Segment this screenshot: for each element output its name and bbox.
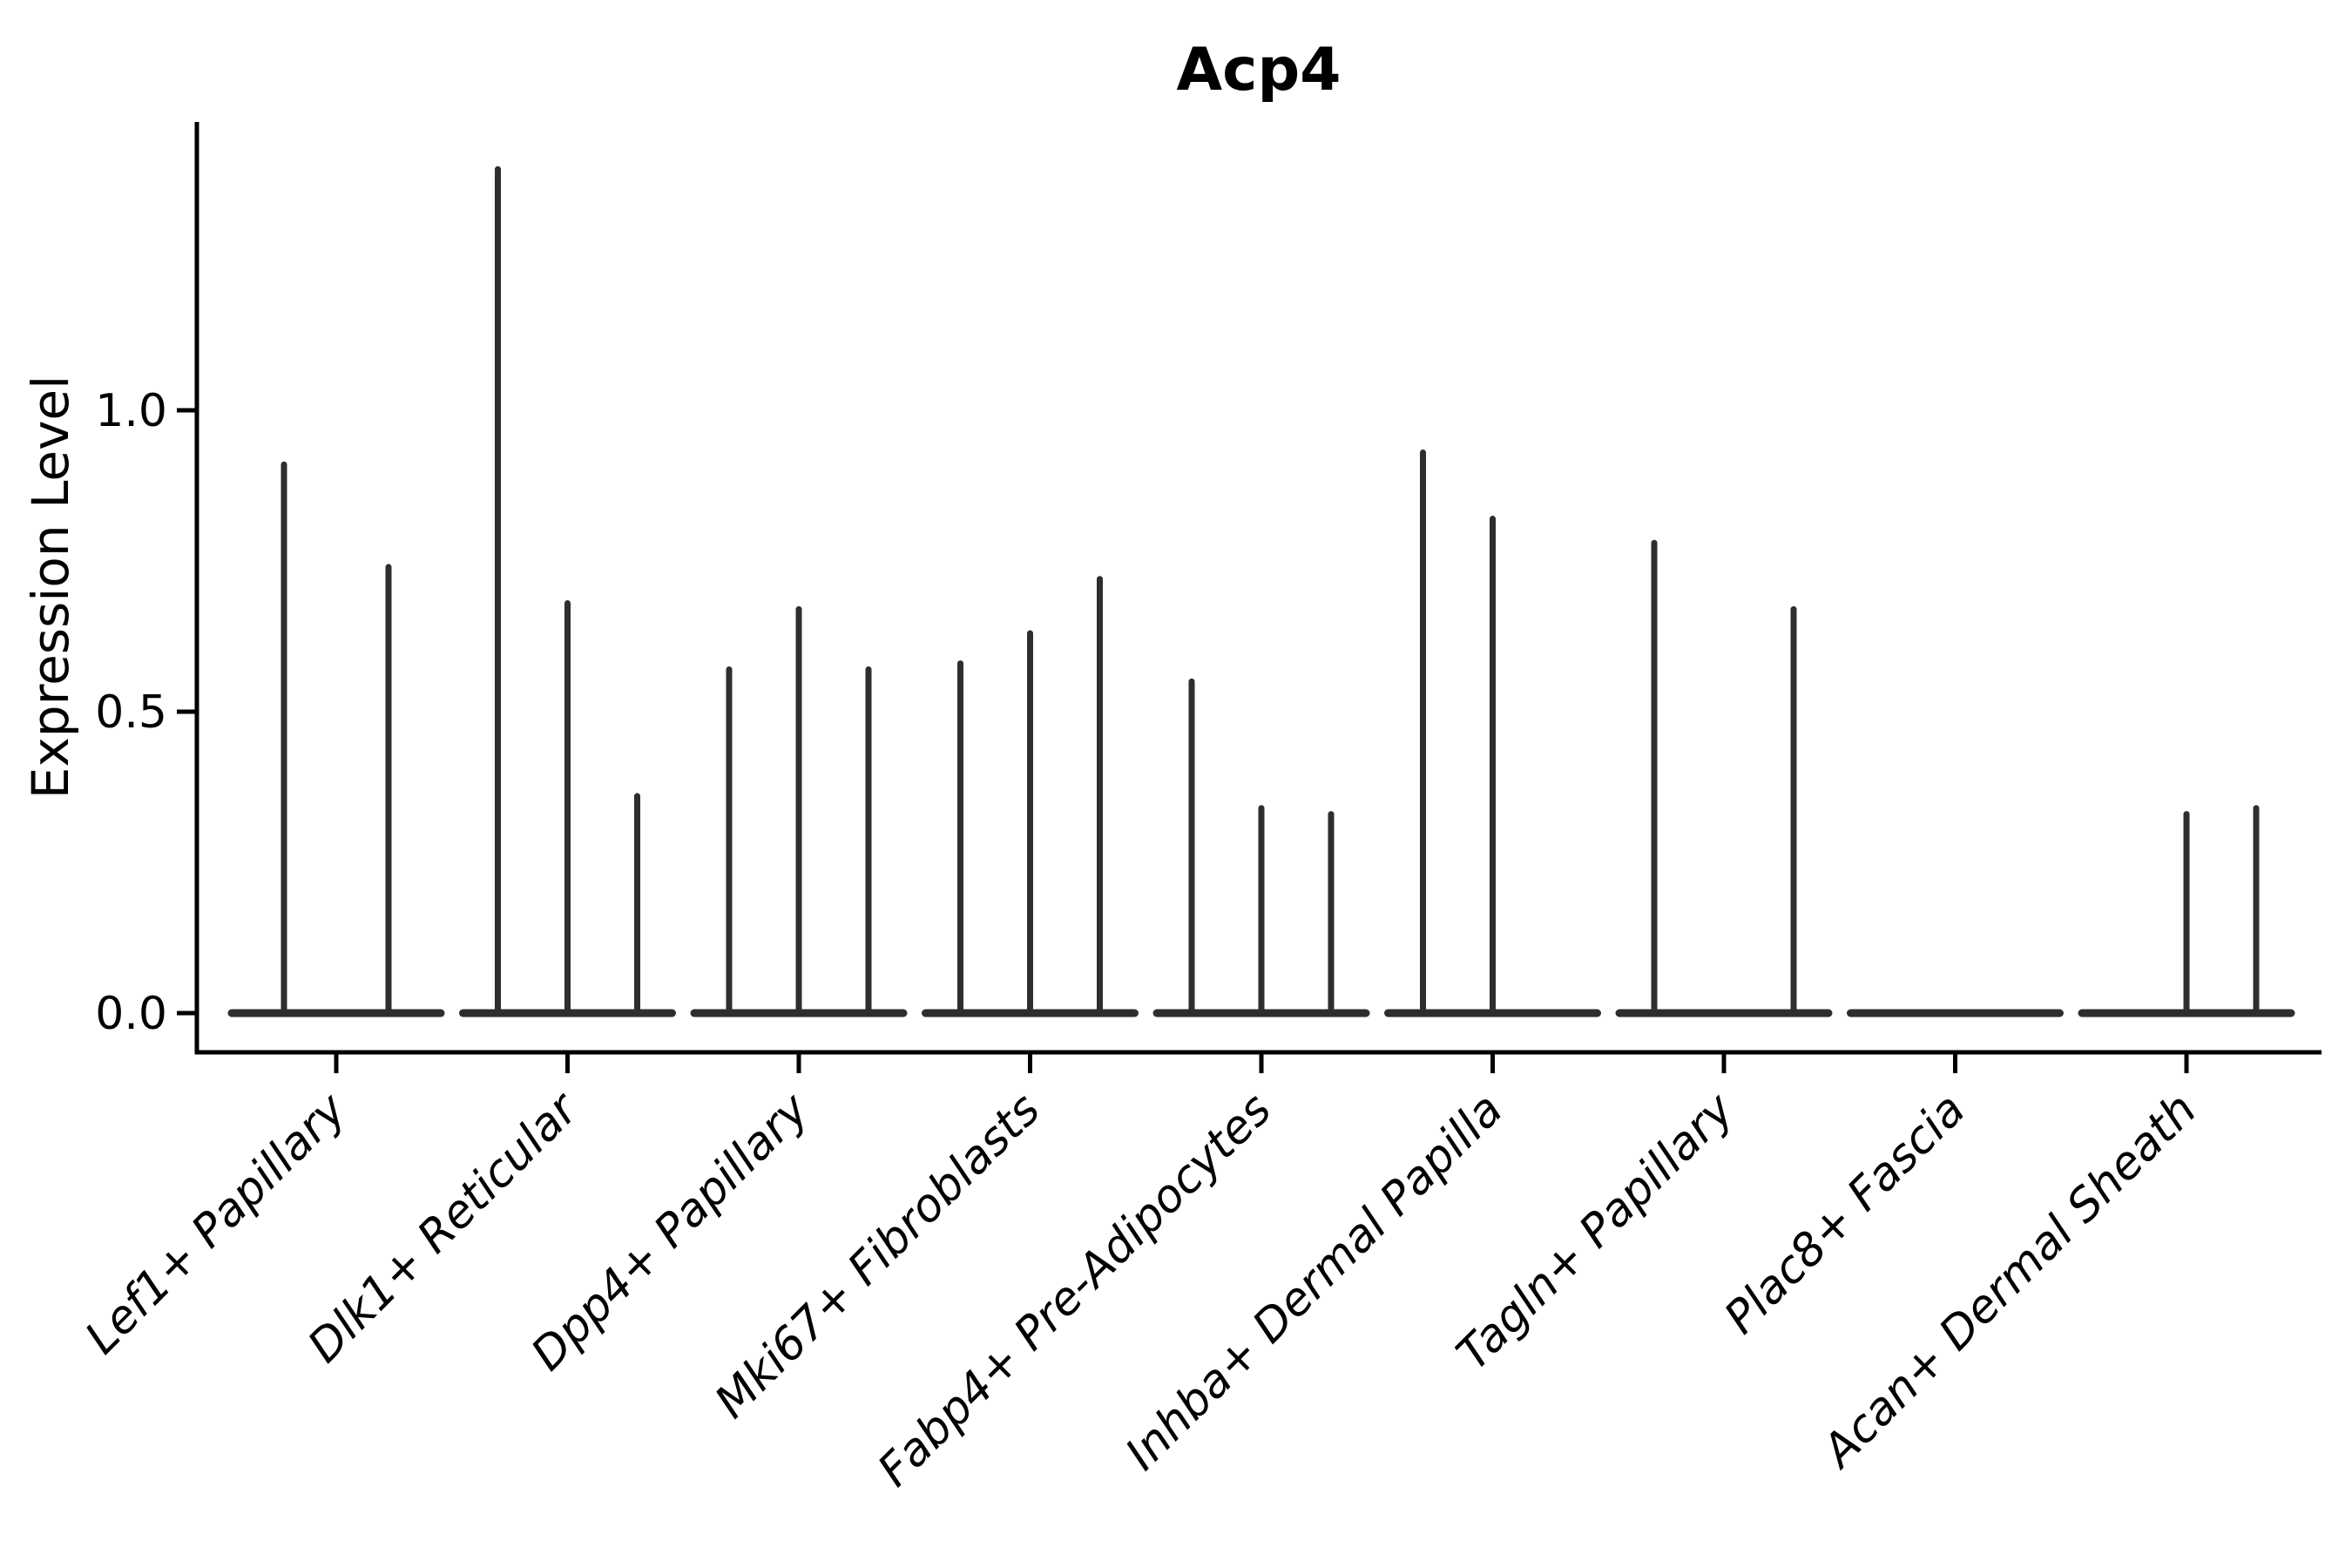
- x-tick-label: Fabp4+ Pre-Adipocytes: [868, 1084, 1282, 1497]
- x-tick-label: Plac8+ Fascia: [1714, 1084, 1975, 1344]
- y-tick-label: 0.5: [95, 686, 167, 739]
- chart-title: Acp4: [1177, 36, 1342, 105]
- y-tick-label: 0.0: [95, 988, 167, 1040]
- x-tick-label: Inhba+ Dermal Papilla: [1116, 1084, 1513, 1481]
- x-tick-label: Acan+ Dermal Sheath: [1811, 1084, 2207, 1479]
- y-axis-label: Expression Level: [21, 375, 80, 799]
- y-tick-label: 1.0: [95, 385, 167, 437]
